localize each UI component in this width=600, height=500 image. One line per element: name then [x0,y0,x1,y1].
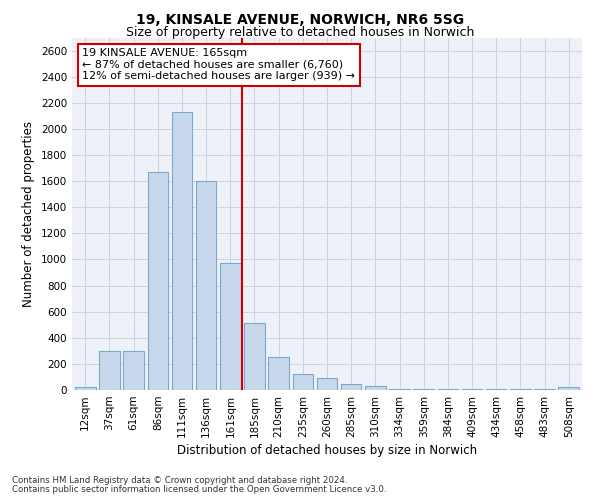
Bar [268,358,289,390]
Bar [148,172,168,390]
Bar [172,112,192,390]
Bar [389,388,410,390]
Bar [220,264,241,390]
Text: Size of property relative to detached houses in Norwich: Size of property relative to detached ho… [126,26,474,39]
Bar [341,384,361,390]
Bar [317,378,337,390]
X-axis label: Distribution of detached houses by size in Norwich: Distribution of detached houses by size … [177,444,477,457]
Bar [559,388,579,390]
Bar [124,351,144,390]
Text: 19, KINSALE AVENUE, NORWICH, NR6 5SG: 19, KINSALE AVENUE, NORWICH, NR6 5SG [136,12,464,26]
Bar [365,386,386,390]
Text: Contains public sector information licensed under the Open Government Licence v3: Contains public sector information licen… [12,485,386,494]
Bar [244,324,265,390]
Bar [293,374,313,390]
Text: Contains HM Land Registry data © Crown copyright and database right 2024.: Contains HM Land Registry data © Crown c… [12,476,347,485]
Y-axis label: Number of detached properties: Number of detached properties [22,120,35,306]
Bar [196,181,217,390]
Bar [99,351,120,390]
Text: 19 KINSALE AVENUE: 165sqm
← 87% of detached houses are smaller (6,760)
12% of se: 19 KINSALE AVENUE: 165sqm ← 87% of detac… [82,48,355,82]
Bar [75,388,95,390]
